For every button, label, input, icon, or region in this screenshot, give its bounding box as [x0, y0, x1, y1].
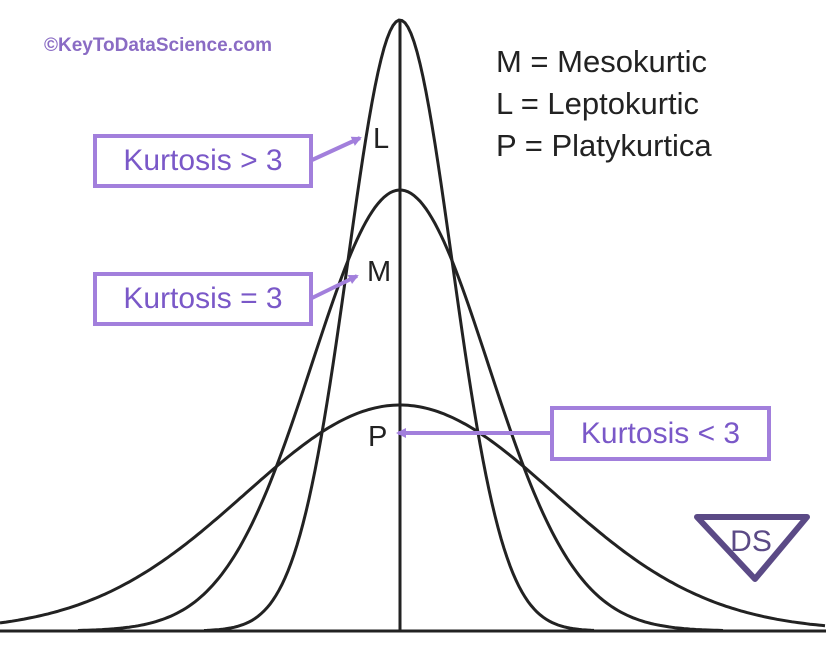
ds-logo-icon: DS	[694, 514, 810, 582]
letter-m: M	[367, 256, 392, 288]
kurtosis-equal-label: Kurtosis = 3	[93, 272, 313, 326]
kurtosis-less-label: Kurtosis < 3	[550, 406, 771, 461]
arrow-leptokurtic	[311, 136, 362, 162]
platykurtic-curve	[0, 403, 826, 628]
copyright-text: ©KeyToDataScience.com	[44, 35, 273, 56]
letter-p: P	[368, 421, 388, 453]
mesokurtic-curve	[77, 188, 724, 632]
legend-mesokurtic: M = Mesokurtic	[496, 44, 708, 79]
arrow-mesokurtic	[311, 274, 359, 300]
leptokurtic-curve	[203, 18, 595, 632]
legend-leptokurtic: L = Leptokurtic	[496, 86, 700, 121]
ds-logo-text: DS	[730, 525, 772, 558]
kurtosis-greater-label: Kurtosis > 3	[93, 134, 313, 188]
legend-platykurtic: P = Platykurtica	[496, 128, 712, 163]
letter-l: L	[373, 123, 390, 155]
